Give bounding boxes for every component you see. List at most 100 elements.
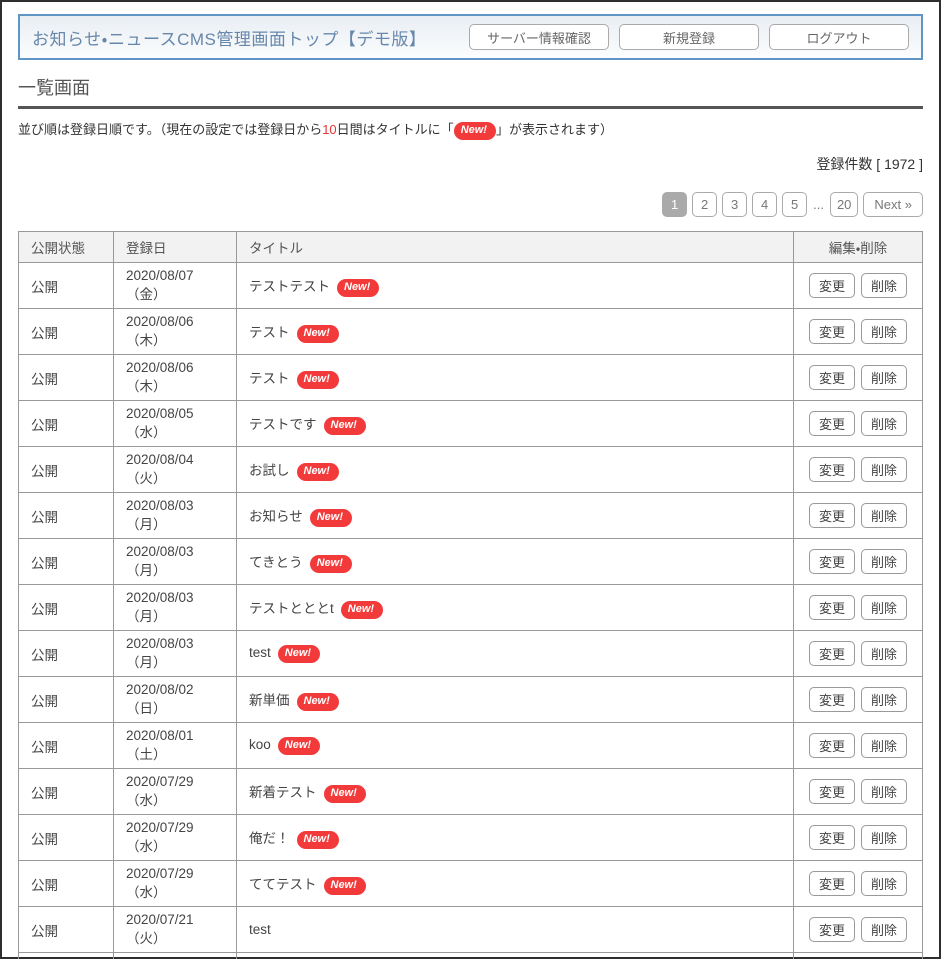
new-badge: New! xyxy=(323,784,366,803)
date-cell: 2020/08/03（月） xyxy=(113,630,237,677)
delete-button[interactable]: 削除 xyxy=(861,319,907,344)
next-page-button[interactable]: Next » xyxy=(863,192,923,217)
title-text: koo xyxy=(249,736,271,752)
title-cell: test xyxy=(236,906,794,953)
edit-button[interactable]: 変更 xyxy=(809,825,855,850)
delete-button[interactable]: 削除 xyxy=(861,641,907,666)
logout-button[interactable]: ログアウト xyxy=(769,24,909,50)
date-cell: 2020/08/03（月） xyxy=(113,584,237,631)
title-cell: 俺だ！ New! xyxy=(236,814,794,861)
date-cell: 2020/07/29（水） xyxy=(113,768,237,815)
delete-button[interactable]: 削除 xyxy=(861,411,907,436)
edit-button[interactable]: 変更 xyxy=(809,503,855,528)
delete-button[interactable]: 削除 xyxy=(861,365,907,390)
date-cell: 2020/08/04（火） xyxy=(113,446,237,493)
edit-button[interactable]: 変更 xyxy=(809,687,855,712)
new-badge: New! xyxy=(453,122,496,140)
page-button[interactable]: 5 xyxy=(782,192,808,217)
table-body: 公開 2020/08/07（金） テストテスト New! 変更 削除 公開 2020… xyxy=(18,262,923,959)
status-cell: 公開 xyxy=(18,538,114,585)
title-cell: テスト New! xyxy=(236,354,794,401)
table-row: 公開 2020/08/01（土） koo New! 変更 削除 xyxy=(18,722,923,769)
status-cell: 公開 xyxy=(18,814,114,861)
server-info-button[interactable]: サーバー情報確認 xyxy=(469,24,609,50)
title-cell: てきとう New! xyxy=(236,538,794,585)
table-row: 公開 2020/07/29（水） 新着テスト New! 変更 削除 xyxy=(18,768,923,815)
edit-button[interactable]: 変更 xyxy=(809,733,855,758)
actions-cell: 変更削除 xyxy=(793,676,923,723)
title-text: テストとととt xyxy=(249,600,334,616)
actions-cell: 変更削除 xyxy=(793,538,923,585)
edit-button[interactable]: 変更 xyxy=(809,365,855,390)
edit-button[interactable]: 変更 xyxy=(809,549,855,574)
status-cell: 公開 xyxy=(18,446,114,493)
pagination: 1 2 3 4 5... 20 Next » xyxy=(18,192,923,217)
edit-button[interactable]: 変更 xyxy=(809,641,855,666)
note-suffix: 」が表示されます） xyxy=(495,122,613,137)
edit-button[interactable]: 変更 xyxy=(809,871,855,896)
new-badge: New! xyxy=(296,692,339,711)
edit-button[interactable]: 変更 xyxy=(809,273,855,298)
delete-button[interactable]: 削除 xyxy=(861,917,907,942)
new-registration-button[interactable]: 新規登録 xyxy=(619,24,759,50)
title-text: 俺だ！ xyxy=(249,830,290,846)
status-cell: 公開 xyxy=(18,400,114,447)
table-row: 公開 2020/07/29（水） ててテスト New! 変更 削除 xyxy=(18,860,923,907)
actions-cell: 変更削除 xyxy=(793,400,923,447)
actions-cell: 変更削除 xyxy=(793,768,923,815)
title-text: test xyxy=(249,644,271,660)
page-button-last[interactable]: 20 xyxy=(829,192,859,217)
new-badge: New! xyxy=(340,600,384,619)
column-header-actions: 編集・削除 xyxy=(793,231,923,263)
status-cell: 公開 xyxy=(18,722,114,769)
title-cell: テストのお知らせ xyxy=(236,952,794,959)
page-button[interactable]: 3 xyxy=(722,192,748,217)
header-bar: お知らせ・ニュースCMS管理画面トップ【デモ版】 サーバー情報確認 新規登録 ロ… xyxy=(18,14,923,60)
edit-button[interactable]: 変更 xyxy=(809,595,855,620)
page-button[interactable]: 2 xyxy=(692,192,718,217)
delete-button[interactable]: 削除 xyxy=(861,825,907,850)
edit-button[interactable]: 変更 xyxy=(809,779,855,804)
note-prefix: 並び順は登録日順です。（現在の設定では登録日から xyxy=(18,122,323,137)
edit-button[interactable]: 変更 xyxy=(809,917,855,942)
note-middle: 日間はタイトルに「 xyxy=(336,122,454,137)
date-cell: 2020/08/03（月） xyxy=(113,492,237,539)
date-cell: 2020/08/07（金） xyxy=(113,262,237,309)
title-cell: ててテスト New! xyxy=(236,860,794,907)
status-cell: 公開 xyxy=(18,492,114,539)
date-cell: 2020/07/29（水） xyxy=(113,814,237,861)
actions-cell: 変更削除 xyxy=(793,722,923,769)
edit-button[interactable]: 変更 xyxy=(809,457,855,482)
table-row: 公開 2020/08/07（金） テストテスト New! 変更 削除 xyxy=(18,262,923,309)
date-cell: 2020/08/03（月） xyxy=(113,538,237,585)
delete-button[interactable]: 削除 xyxy=(861,595,907,620)
edit-button[interactable]: 変更 xyxy=(809,411,855,436)
delete-button[interactable]: 削除 xyxy=(861,687,907,712)
column-header-status: 公開状態 xyxy=(18,231,114,263)
title-text: お試し xyxy=(249,462,290,478)
page-button-current[interactable]: 1 xyxy=(662,192,688,217)
delete-button[interactable]: 削除 xyxy=(861,457,907,482)
date-cell: 2020/08/02（日） xyxy=(113,676,237,723)
title-text: test xyxy=(249,922,271,937)
title-cell: テストです New! xyxy=(236,400,794,447)
delete-button[interactable]: 削除 xyxy=(861,503,907,528)
title-text: テスト xyxy=(249,324,290,340)
status-cell: 公開 xyxy=(18,768,114,815)
section-title: 一覧画面 xyxy=(18,74,923,109)
delete-button[interactable]: 削除 xyxy=(861,273,907,298)
edit-button[interactable]: 変更 xyxy=(809,319,855,344)
delete-button[interactable]: 削除 xyxy=(861,549,907,574)
date-cell: 2020/07/20（月） xyxy=(113,952,237,959)
new-badge: New! xyxy=(323,876,366,895)
new-badge: New! xyxy=(309,554,352,573)
delete-button[interactable]: 削除 xyxy=(861,733,907,758)
delete-button[interactable]: 削除 xyxy=(861,871,907,896)
table-row: 公開 2020/08/04（火） お試し New! 変更 削除 xyxy=(18,446,923,493)
page-button[interactable]: 4 xyxy=(752,192,778,217)
delete-button[interactable]: 削除 xyxy=(861,779,907,804)
title-cell: テストとととt New! xyxy=(236,584,794,631)
title-text: テストテスト xyxy=(249,278,330,294)
